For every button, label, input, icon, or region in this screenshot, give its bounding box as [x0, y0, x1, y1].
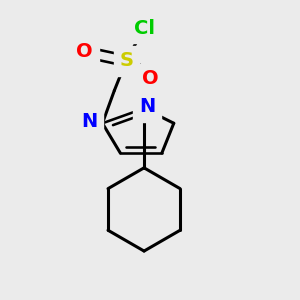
- Text: Cl: Cl: [134, 19, 154, 38]
- Text: S: S: [119, 51, 133, 70]
- Text: N: N: [139, 98, 155, 116]
- Text: O: O: [142, 69, 158, 88]
- Text: O: O: [76, 42, 93, 62]
- Text: N: N: [81, 112, 97, 131]
